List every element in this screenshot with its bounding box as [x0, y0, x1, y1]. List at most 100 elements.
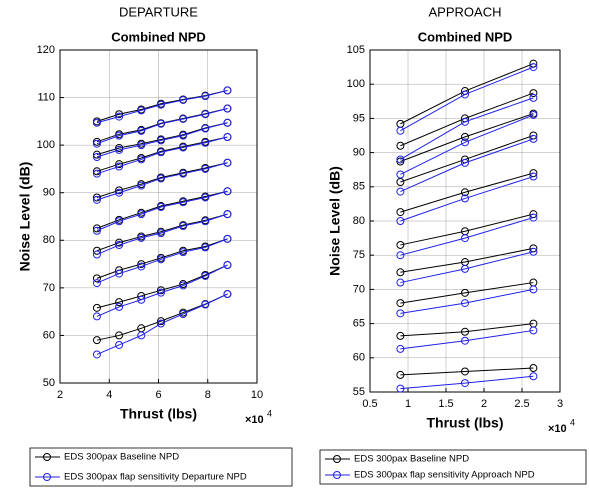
y-axis-label: Noise Level (dB) [327, 166, 343, 276]
data-point [92, 150, 101, 159]
data-point [137, 106, 146, 115]
npd-line [96, 122, 228, 158]
data-point [201, 243, 210, 252]
data-point [137, 262, 146, 271]
data-point [396, 268, 405, 277]
y-tick-label: 60 [353, 352, 365, 364]
data-point [223, 234, 232, 243]
data-point [529, 89, 538, 98]
data-point [137, 210, 146, 219]
data-point [92, 118, 101, 127]
data-point [396, 331, 405, 340]
npd-line [96, 264, 228, 309]
y-tick-label: 95 [353, 112, 365, 124]
chart-subtitle: Combined NPD [111, 29, 206, 44]
y-tick-label: 70 [43, 282, 55, 294]
npd-line [400, 176, 534, 222]
x-tick-label: 2 [57, 389, 63, 401]
x-axis-label: Thrust (lbs) [427, 415, 504, 431]
npd-line [400, 282, 534, 304]
data-point [223, 261, 232, 270]
data-point [115, 188, 124, 197]
data-point [115, 112, 124, 121]
data-point [201, 193, 210, 202]
y-tick-label: 110 [37, 91, 55, 103]
data-point [92, 274, 101, 283]
data-point [461, 158, 469, 167]
data-point [92, 195, 101, 204]
data-point [461, 264, 469, 273]
y-tick-label: 85 [353, 181, 365, 193]
legend-label: EDS 300pax flap sensitivity Departure NP… [64, 472, 247, 483]
data-point [115, 298, 124, 307]
data-point [92, 336, 101, 345]
y-axis-label: Noise Level (dB) [17, 162, 33, 272]
data-point [179, 95, 188, 104]
data-point [396, 217, 405, 225]
data-point [461, 138, 469, 147]
x-tick-label: 6 [155, 389, 161, 401]
npd-line [96, 89, 228, 124]
data-point [137, 260, 146, 269]
x-tick-label: 8 [205, 389, 211, 401]
data-point [201, 217, 210, 226]
npd-line [400, 288, 534, 314]
data-point [137, 141, 146, 150]
data-point [461, 90, 469, 99]
data-point [396, 126, 405, 135]
x-tick-label: 1 [405, 398, 411, 410]
y-tick-label: 50 [43, 377, 55, 389]
data-point [92, 224, 101, 233]
data-point [156, 317, 165, 326]
legend-marker [333, 471, 341, 479]
data-point [115, 131, 124, 140]
npd-line [400, 66, 534, 132]
data-point [396, 208, 405, 217]
legend-label: EDS 300pax Baseline NPD [354, 454, 469, 465]
npd-line [96, 162, 228, 198]
npd-line [96, 213, 228, 252]
data-point [223, 290, 232, 299]
data-point [179, 169, 188, 178]
data-point [92, 279, 101, 288]
data-point [92, 193, 101, 202]
data-point [92, 303, 101, 312]
data-point [92, 250, 101, 259]
data-point [156, 319, 165, 328]
data-point [156, 202, 165, 211]
data-point [461, 234, 469, 243]
y-tick-label: 80 [353, 215, 365, 227]
data-point [529, 247, 538, 256]
npd-line [400, 97, 534, 160]
data-point [223, 86, 232, 95]
data-point [156, 255, 165, 264]
data-point [156, 229, 165, 238]
data-point [179, 143, 188, 152]
data-point [137, 181, 146, 190]
data-point [396, 157, 405, 166]
data-point [92, 139, 101, 148]
data-point [396, 178, 405, 187]
data-point [529, 326, 538, 335]
y-tick-label: 90 [43, 187, 55, 199]
legend-box [29, 447, 293, 487]
npd-line [400, 375, 534, 390]
data-point [461, 367, 469, 376]
data-point [156, 136, 165, 145]
legend-box [319, 449, 587, 485]
data-point [115, 340, 124, 349]
y-tick-label: 70 [353, 283, 365, 295]
npd-line [96, 213, 228, 256]
npd-line [400, 213, 534, 246]
data-point [201, 138, 210, 147]
data-point [92, 226, 101, 235]
data-point [156, 148, 165, 157]
data-point [156, 288, 165, 297]
data-point [461, 327, 469, 336]
npd-line [96, 293, 228, 355]
data-point [156, 174, 165, 183]
data-point [396, 384, 405, 393]
data-point [223, 158, 232, 167]
plot-frame [369, 49, 561, 393]
x-tick-label: 1.5 [438, 398, 453, 410]
